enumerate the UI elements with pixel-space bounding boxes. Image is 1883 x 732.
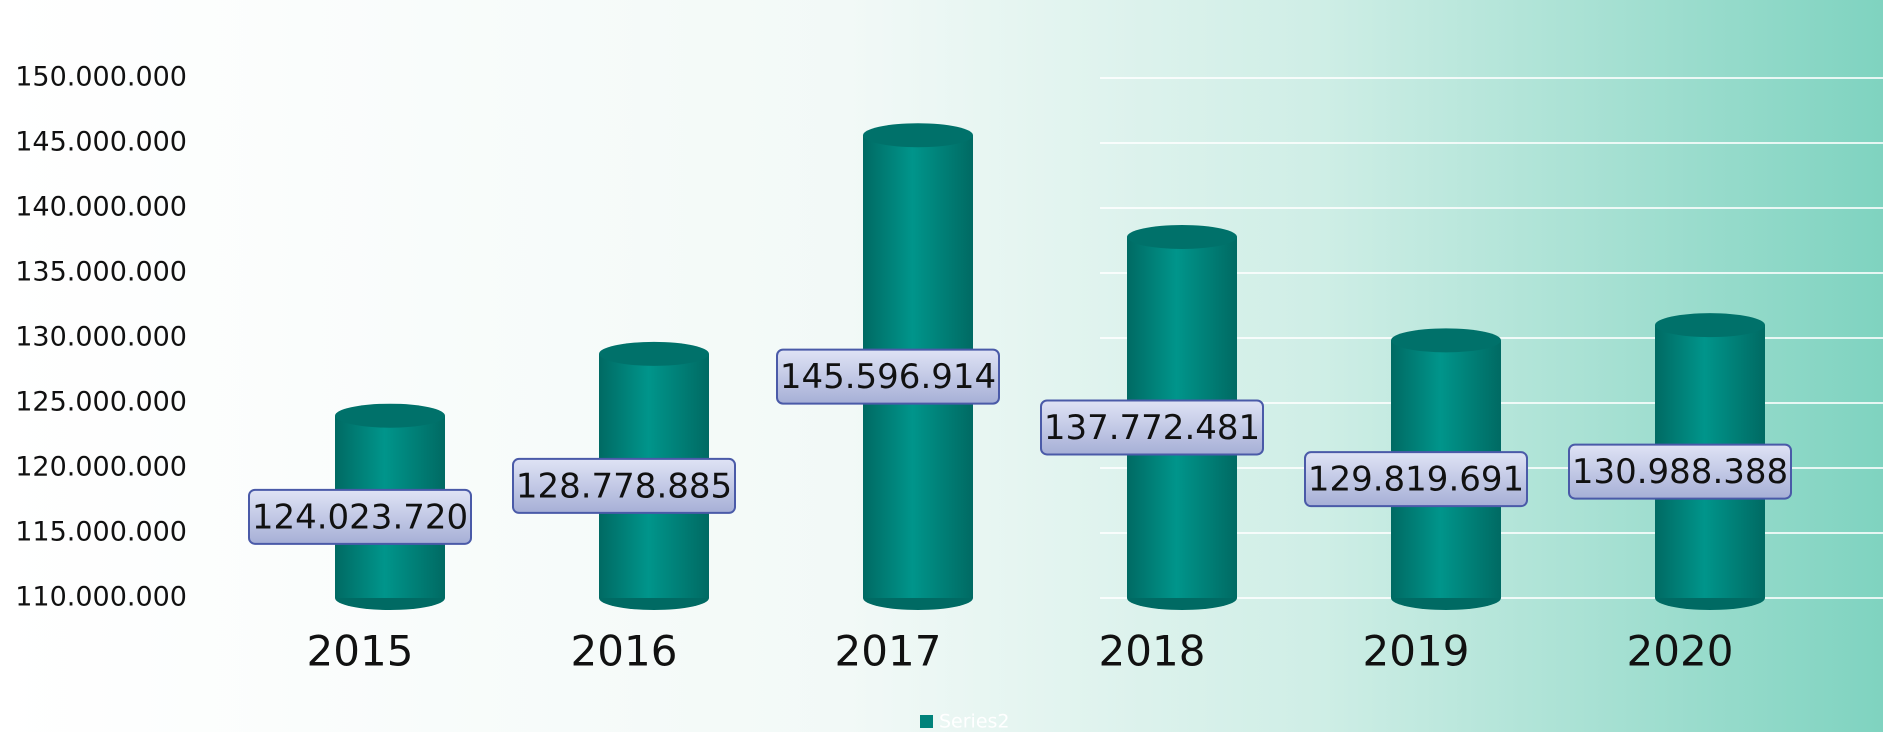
y-tick-label: 145.000.000 [15, 127, 187, 158]
legend-swatch [920, 715, 933, 728]
y-tick-label: 120.000.000 [15, 452, 187, 483]
x-tick-label: 2020 [1627, 627, 1734, 676]
bar-top [1655, 313, 1765, 338]
bar-top [599, 341, 709, 366]
bar-top [863, 123, 973, 148]
y-tick-label: 125.000.000 [15, 387, 187, 418]
x-tick-label: 2016 [571, 627, 678, 676]
x-tick-label: 2018 [1099, 627, 1206, 676]
value-label: 130.988.388 [1572, 452, 1788, 492]
value-label-box [512, 457, 736, 514]
value-label-box [1568, 443, 1792, 500]
value-label-box [248, 488, 472, 545]
value-label-box [1040, 399, 1264, 456]
y-tick-label: 115.000.000 [15, 517, 187, 548]
x-tick-label: 2017 [835, 627, 942, 676]
value-label: 145.596.914 [780, 357, 996, 397]
value-label: 137.772.481 [1044, 408, 1260, 448]
value-label: 128.778.885 [516, 466, 732, 506]
value-label-box [776, 348, 1000, 405]
y-tick-label: 135.000.000 [15, 257, 187, 288]
legend-label: Series2 [939, 711, 1010, 732]
y-tick-label: 110.000.000 [15, 582, 187, 613]
x-tick-label: 2015 [307, 627, 414, 676]
value-label: 124.023.720 [252, 497, 468, 537]
y-tick-label: 140.000.000 [15, 192, 187, 223]
bar-top [1391, 328, 1501, 353]
bar-top [335, 403, 445, 428]
bar-top [1127, 224, 1237, 249]
x-tick-label: 2019 [1363, 627, 1470, 676]
value-label: 129.819.691 [1308, 460, 1524, 500]
y-tick-label: 150.000.000 [15, 62, 187, 93]
y-tick-label: 130.000.000 [15, 322, 187, 353]
value-label-box [1304, 451, 1528, 508]
